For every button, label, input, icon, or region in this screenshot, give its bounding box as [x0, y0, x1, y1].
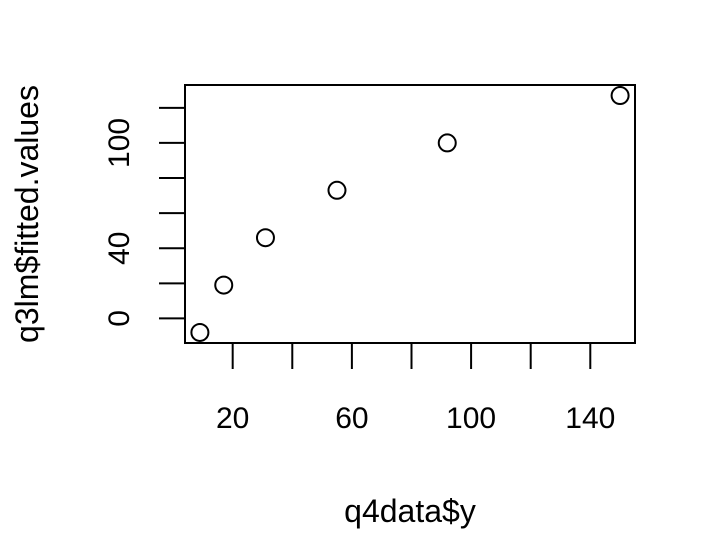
- y-tick-label: 100: [103, 118, 136, 168]
- data-point: [255, 228, 275, 248]
- data-point: [437, 133, 457, 153]
- y-tick-label: 40: [103, 232, 136, 265]
- x-tick-label: 140: [565, 402, 615, 435]
- x-tick-label: 60: [335, 402, 368, 435]
- data-point: [610, 86, 630, 106]
- x-axis: 20 60 100 140: [216, 343, 615, 435]
- y-axis: 0 40 100: [103, 106, 185, 327]
- x-axis-title: q4data$y: [344, 493, 476, 529]
- data-point: [214, 275, 234, 295]
- y-tick-label: 0: [103, 310, 136, 327]
- data-points: [190, 86, 630, 342]
- y-axis-title: q3lm$fitted.values: [9, 85, 45, 343]
- x-tick-label: 100: [446, 402, 496, 435]
- data-point: [327, 180, 347, 200]
- x-tick-label: 20: [216, 402, 249, 435]
- plot-frame: [184, 84, 636, 344]
- data-point: [190, 322, 210, 342]
